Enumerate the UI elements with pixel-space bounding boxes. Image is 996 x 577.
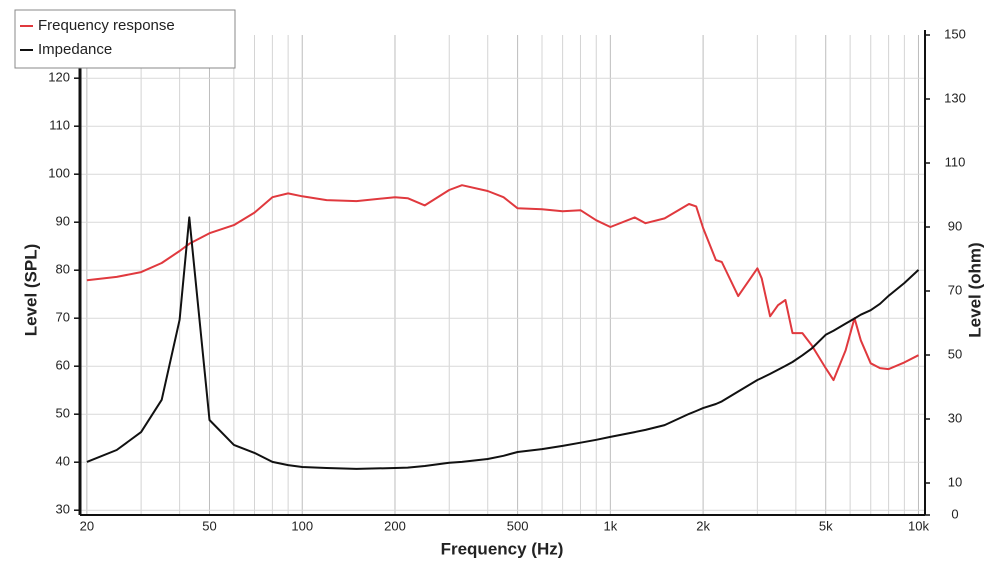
y2-tick-label: 10 [948,474,962,489]
x-tick-label: 100 [291,518,313,533]
y2-tick-label: 0 [951,506,958,521]
y-tick-label: 60 [56,358,70,373]
y2-tick-label: 50 [948,346,962,361]
y-tick-label: 90 [56,214,70,229]
y2-axis-title: Level (ohm) [965,242,984,337]
x-tick-label: 200 [384,518,406,533]
series-line [86,184,919,382]
legend-label: Frequency response [38,17,175,34]
y-tick-label: 70 [56,310,70,325]
series-line [86,216,920,470]
x-tick-label: 2k [696,518,710,533]
y-tick-label: 30 [56,502,70,517]
legend: Frequency response Impedance [14,9,236,69]
x-tick-label: 50 [202,518,216,533]
x-tick-label: 20 [80,518,94,533]
y2-tick-label: 30 [948,410,962,425]
x-tick-label: 1k [603,518,617,533]
x-tick-label: 500 [507,518,529,533]
x-tick-label: 10k [908,518,929,533]
y2-tick-label: 110 [945,154,966,169]
x-tick-label: 5k [819,518,833,533]
y-tick-label: 80 [56,262,70,277]
y2-tick-label: 150 [944,26,966,41]
y-tick-label: 120 [48,70,70,85]
y2-tick-label: 130 [944,90,966,105]
y2-tick-label: 90 [948,218,962,233]
y2-tick-label: 70 [948,282,962,297]
y-tick-label: 50 [56,406,70,421]
legend-box [14,9,236,69]
y-axis-title: Level (SPL) [21,244,40,337]
y-tick-label: 100 [48,166,70,181]
y-tick-label: 40 [56,454,70,469]
y-tick-label: 110 [49,118,70,133]
legend-label: Impedance [38,41,112,58]
x-axis-title: Frequency (Hz) [441,539,564,558]
